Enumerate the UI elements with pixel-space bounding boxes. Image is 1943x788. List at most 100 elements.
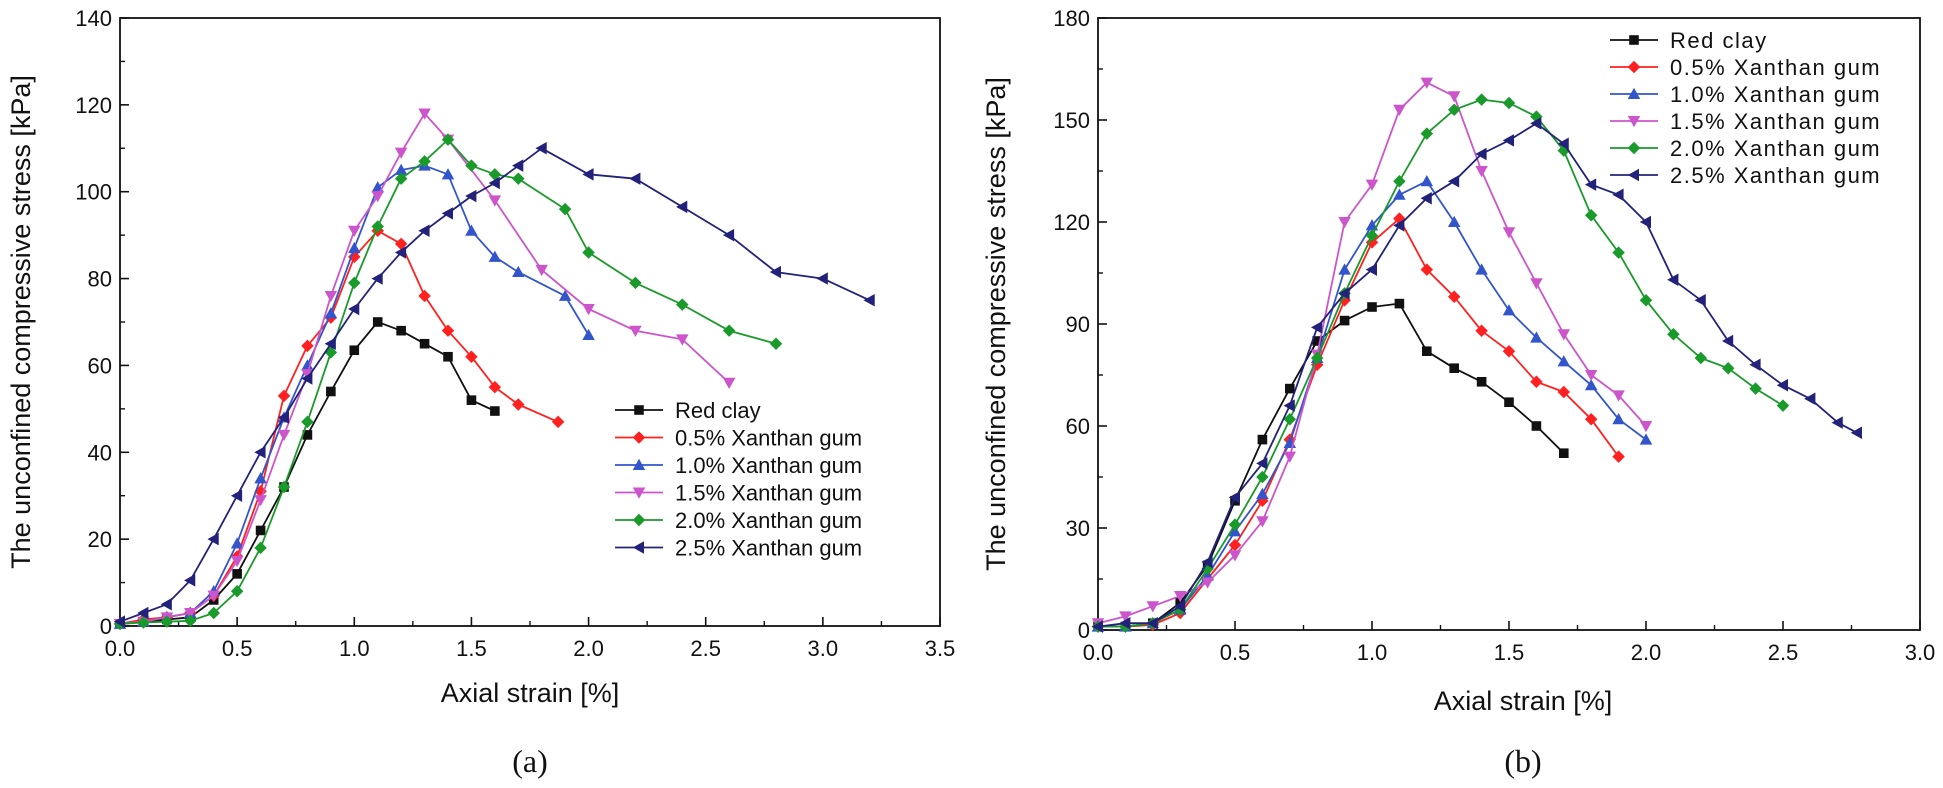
data-point [1256, 470, 1269, 484]
data-point [441, 133, 455, 146]
legend-item: Red clay [615, 398, 761, 423]
legend-label: Red clay [675, 398, 761, 423]
data-point [629, 172, 641, 185]
data-point [488, 195, 502, 207]
data-point [419, 338, 430, 349]
data-point [184, 574, 196, 587]
x-tick-label: 0.0 [1083, 640, 1114, 665]
data-point [1447, 103, 1461, 117]
data-point [1146, 616, 1158, 630]
y-tick-label: 80 [88, 267, 112, 292]
data-point [1639, 293, 1653, 307]
legend-marker [1629, 35, 1639, 45]
legend-item: 1.5% Xanthan gum [1610, 109, 1880, 134]
data-point [1283, 451, 1297, 463]
data-point [512, 398, 525, 411]
data-point [1420, 127, 1434, 140]
data-point [1338, 293, 1351, 307]
legend-item: 2.5% Xanthan gum [615, 536, 862, 561]
data-point [1310, 321, 1323, 334]
data-point [230, 537, 244, 549]
y-tick-label: 60 [88, 353, 112, 378]
data-point [1721, 361, 1735, 375]
series-line [1098, 302, 1565, 628]
data-point [207, 590, 220, 602]
data-point [1557, 355, 1571, 367]
data-point [1283, 399, 1295, 412]
legend-item: 2.5% Xanthan gum [1610, 163, 1880, 188]
x-tick-label: 3.0 [808, 636, 839, 661]
series-line [1097, 81, 1647, 625]
data-point [1338, 263, 1351, 275]
data-point [1338, 287, 1350, 300]
series-line [1097, 122, 1858, 628]
legend-item: 1.5% Xanthan gum [615, 481, 862, 506]
data-point [1557, 137, 1569, 151]
x-axis-ticks-b: 0.0 0.5 1.0 1.5 2.0 2.5 3.0 [1083, 621, 1935, 665]
data-point [1475, 324, 1488, 338]
data-point [1119, 611, 1132, 623]
legend-label: 1.0% Xanthan gum [1670, 82, 1881, 107]
data-point [863, 294, 875, 307]
data-point [1339, 315, 1350, 326]
x-tick-label: 2.0 [573, 636, 604, 661]
data-point [1420, 263, 1434, 276]
data-point [1367, 302, 1377, 312]
data-point [769, 265, 781, 279]
y-tick-label: 20 [88, 527, 112, 552]
series-2-a [113, 224, 565, 631]
legend-item: 1.0% Xanthan gum [1610, 82, 1881, 107]
series-1-b [1093, 298, 1569, 632]
data-point [465, 189, 477, 203]
legend-label: 2.0% Xanthan gum [1670, 136, 1881, 161]
data-point [629, 276, 642, 290]
series-group-b [1091, 77, 1862, 633]
data-point [1776, 399, 1790, 412]
x-tick-label: 1.5 [1494, 640, 1525, 665]
data-point [394, 163, 408, 175]
data-point [535, 264, 548, 277]
data-point [1584, 370, 1598, 382]
data-point [558, 202, 572, 216]
data-point [1475, 263, 1488, 275]
data-point [1285, 383, 1295, 394]
legend-marker [632, 541, 644, 554]
legend-item: 0.5% Xanthan gum [615, 426, 862, 451]
data-point [324, 307, 338, 319]
y-tick-label: 180 [1053, 6, 1090, 31]
data-point [1530, 278, 1543, 290]
data-point [1228, 518, 1242, 531]
y-tick-label: 150 [1053, 108, 1090, 133]
data-point [1502, 134, 1514, 147]
data-point [1228, 538, 1242, 552]
data-point [230, 555, 244, 568]
data-point [324, 337, 336, 350]
data-point [1749, 358, 1761, 372]
x-tick-label: 1.5 [456, 636, 487, 661]
legend-item: Red clay [1610, 28, 1766, 53]
data-point [1228, 491, 1240, 504]
data-point [1776, 378, 1788, 392]
data-point [465, 224, 478, 236]
data-point [1749, 382, 1762, 395]
data-point [277, 480, 291, 494]
data-point [113, 615, 125, 628]
legend-item: 0.5% Xanthan gum [1610, 55, 1880, 80]
data-point [1447, 215, 1461, 227]
data-point [1584, 208, 1598, 222]
data-point [441, 207, 453, 220]
legend-item: 2.0% Xanthan gum [1610, 136, 1881, 161]
legend-marker [1627, 168, 1639, 182]
data-point [441, 324, 455, 337]
series-2-b [1091, 212, 1625, 633]
data-point [1173, 599, 1186, 613]
data-point [1173, 591, 1187, 603]
data-point [1530, 110, 1543, 123]
data-point [1850, 426, 1862, 440]
data-point [254, 472, 267, 484]
legend-label: 1.5% Xanthan gum [675, 481, 862, 506]
data-point [1447, 174, 1460, 188]
data-point [1447, 91, 1461, 103]
data-point [254, 446, 266, 459]
data-point [1584, 412, 1598, 426]
